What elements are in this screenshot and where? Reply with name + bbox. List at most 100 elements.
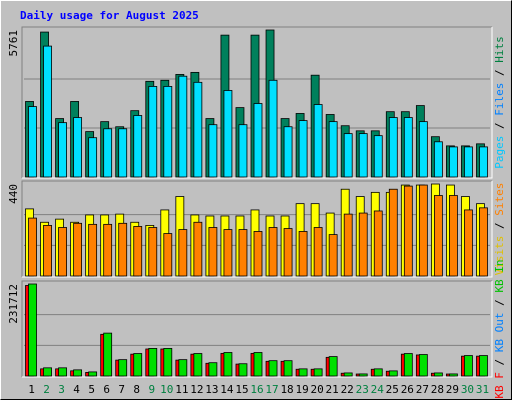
panel-border (21, 26, 492, 178)
legend-separator: / (493, 216, 506, 236)
bar (208, 362, 218, 377)
bar (223, 352, 233, 377)
bar (479, 207, 488, 277)
bar (403, 353, 413, 377)
bar (418, 184, 428, 277)
bar (358, 133, 368, 178)
bar (43, 224, 52, 277)
legend: Visits / Sites (493, 183, 506, 276)
bar (343, 372, 353, 377)
bar (449, 373, 458, 377)
x-tick-label: 16 (250, 383, 263, 396)
bar (58, 227, 67, 277)
bar (328, 234, 338, 277)
panel-border (22, 181, 493, 278)
x-tick-label: 8 (133, 383, 140, 396)
bar (103, 223, 113, 277)
x-tick-label: 23 (356, 383, 369, 396)
bar (193, 353, 203, 377)
legend: KB F / KB Out / KB In (493, 259, 506, 398)
bar (178, 359, 188, 377)
bar (433, 195, 443, 277)
x-tick-label: 30 (461, 383, 474, 396)
bar (313, 104, 323, 178)
bar (238, 124, 248, 178)
bar (464, 355, 473, 377)
bar (328, 356, 338, 377)
bar (43, 45, 52, 178)
bar (403, 185, 413, 277)
x-tick-label: 11 (175, 383, 188, 396)
panel-border (21, 180, 492, 277)
bar (118, 359, 128, 377)
bar (178, 75, 188, 178)
bar (388, 188, 398, 277)
bar (433, 372, 443, 377)
bar (464, 146, 473, 178)
bar (58, 367, 67, 377)
y-tick-label: 231712 (7, 284, 20, 324)
bar (358, 373, 368, 377)
bar (88, 223, 98, 277)
x-tick-label: 12 (190, 383, 203, 396)
x-tick-label: 19 (295, 383, 308, 396)
x-tick-label: 29 (446, 383, 459, 396)
bar (178, 229, 188, 277)
bar (238, 229, 248, 277)
x-tick-label: 20 (311, 383, 324, 396)
bar (298, 368, 308, 377)
bar (283, 126, 293, 178)
bar (253, 103, 263, 178)
bar (313, 227, 323, 277)
bar (43, 367, 52, 377)
x-tick-label: 9 (148, 383, 155, 396)
x-tick-label: 22 (341, 383, 354, 396)
bar (298, 231, 308, 277)
bar (73, 117, 83, 178)
bar (208, 227, 218, 277)
bar (88, 371, 98, 377)
bar (28, 217, 37, 277)
bar (163, 86, 173, 178)
legend-separator: / (493, 116, 506, 136)
x-tick-label: 6 (103, 383, 110, 396)
bar (28, 283, 37, 377)
bar (433, 141, 443, 178)
bar (148, 348, 158, 377)
bar (133, 115, 143, 178)
bar (223, 229, 233, 277)
panel-border (22, 281, 493, 378)
legend-entry: Hits (493, 36, 506, 63)
bar (373, 368, 383, 377)
bar (133, 353, 143, 377)
bar (163, 348, 173, 377)
bar (103, 128, 113, 178)
x-tick-label: 14 (220, 383, 234, 396)
bar (238, 363, 248, 377)
bar (449, 195, 458, 277)
bar (343, 213, 353, 277)
x-tick-label: 17 (265, 383, 278, 396)
x-tick-label: 21 (326, 383, 339, 396)
bar (373, 210, 383, 277)
legend: Pages / Files / Hits (493, 36, 506, 169)
x-tick-label: 26 (401, 383, 414, 396)
bar (73, 222, 83, 277)
bar (58, 122, 67, 178)
chart-title: Daily usage for August 2025 (20, 9, 199, 22)
bar (358, 212, 368, 277)
bar (28, 106, 37, 178)
legend-entry: Sites (493, 183, 506, 216)
legend-entry: KB Out (493, 312, 506, 352)
bar (88, 137, 98, 178)
bar (298, 120, 308, 178)
x-tick-label: 27 (416, 383, 429, 396)
bar (118, 128, 128, 178)
bar (449, 146, 458, 178)
y-tick-label: 440 (7, 184, 20, 204)
x-tick-label: 3 (58, 383, 65, 396)
bar (133, 226, 143, 277)
x-tick-label: 1 (28, 383, 35, 396)
x-tick-label: 31 (476, 383, 489, 396)
